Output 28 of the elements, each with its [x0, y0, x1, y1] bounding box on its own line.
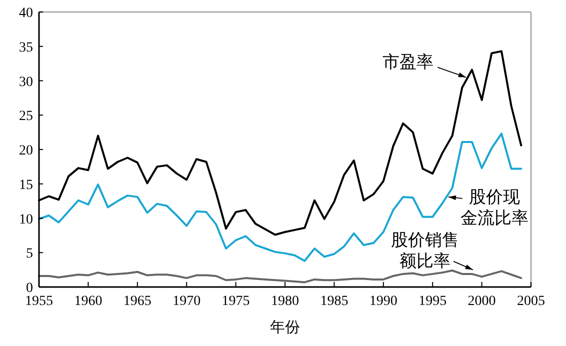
y-tick-label: 10 [19, 212, 33, 228]
x-tick-label: 1995 [418, 294, 447, 309]
annotation: 股价现金流比率 [448, 187, 528, 228]
x-tick-label: 1990 [369, 294, 398, 309]
x-axis-title: 年份 [270, 319, 300, 336]
x-tick-label: 1955 [25, 294, 53, 309]
annotation: 市盈率 [382, 52, 434, 72]
annotation: 股价销售额比率 [390, 230, 459, 270]
y-tick-label: 35 [19, 40, 33, 56]
x-tick-label: 1975 [222, 294, 250, 309]
y-tick-label: 15 [19, 178, 33, 193]
y-tick-label: 40 [19, 6, 33, 21]
y-tick-label: 0 [26, 281, 33, 296]
annotation: 股价现金流比率 [460, 187, 528, 228]
y-tick-label: 20 [19, 144, 33, 158]
x-tick-label: 1960 [74, 294, 102, 309]
y-tick-label: 30 [19, 74, 33, 90]
line-series [38, 270, 522, 284]
y-tick-label: 25 [19, 109, 33, 124]
x-tick-label: 2005 [517, 294, 545, 309]
annotation: 股价销售额比率 [390, 230, 474, 270]
y-tick-label: 5 [26, 246, 33, 262]
x-tick-label: 1985 [320, 294, 348, 309]
x-tick-label: 1980 [271, 294, 299, 309]
annotation: 市盈率 [382, 52, 467, 78]
x-tick-label: 1965 [123, 294, 152, 309]
x-tick-label: 1970 [172, 294, 201, 309]
x-tick-label: 2000 [468, 294, 496, 309]
